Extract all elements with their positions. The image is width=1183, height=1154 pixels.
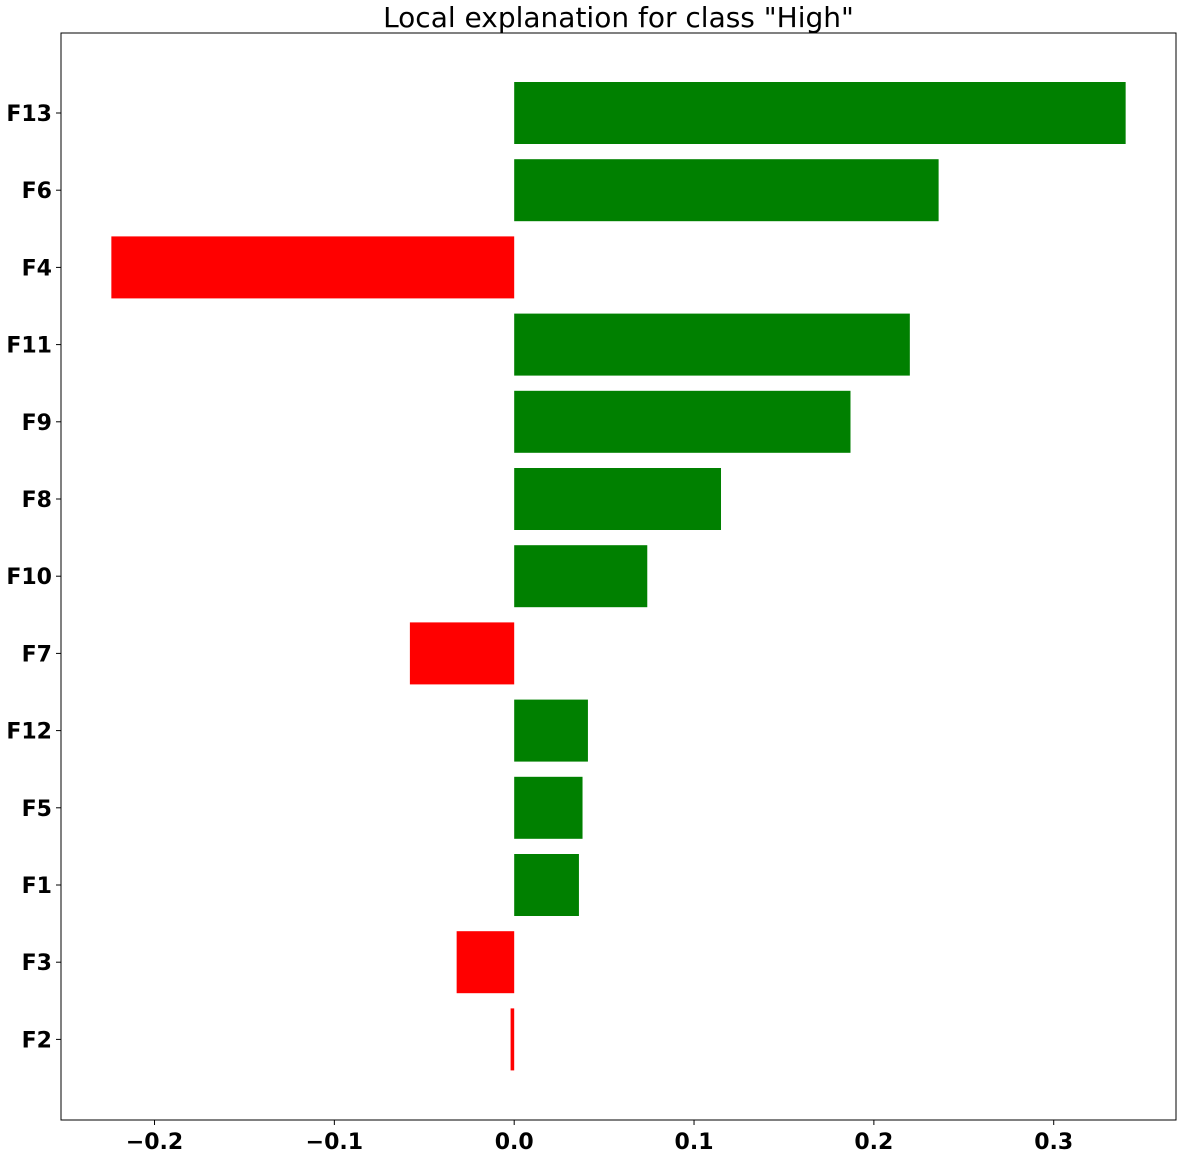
x-tick-label: −0.1 [306,1130,363,1154]
x-tick-label: 0.2 [854,1130,893,1154]
y-tick-label: F6 [22,179,52,204]
y-tick-label: F12 [6,720,52,745]
y-tick-label: F9 [22,411,52,436]
y-tick-label: F7 [22,642,52,667]
y-tick-label: F5 [22,797,52,822]
bar-f11 [514,313,910,376]
bar-f13 [514,82,1126,144]
x-tick-label: 0.1 [675,1130,714,1154]
y-tick-label: F8 [22,488,52,513]
bar-f10 [514,545,648,608]
bar-f5 [514,776,583,839]
y-axis: F13 F6 F4 F11 F9 F8 F10 F7 F12 F5 F1 F3 F2 [6,102,61,1053]
bar-f1 [514,854,579,916]
bars-group [111,82,1126,1071]
bar-f2 [510,1008,515,1071]
y-tick-label: F3 [22,951,52,976]
y-tick-label: F2 [22,1028,52,1053]
x-tick-label: 0.0 [495,1130,534,1154]
y-tick-label: F10 [6,565,52,590]
y-tick-label: F13 [6,102,52,127]
bar-f3 [456,931,515,994]
y-tick-label: F11 [6,334,52,359]
y-tick-label: F4 [22,256,52,281]
y-tick-label: F1 [22,874,52,899]
bar-f6 [514,159,939,222]
bar-f7 [409,622,515,685]
bar-f8 [514,468,722,530]
bar-f12 [514,699,588,762]
x-tick-label: −0.2 [126,1130,183,1154]
x-tick-label: 0.3 [1034,1130,1073,1154]
x-axis: −0.2 −0.1 0.0 0.1 0.2 0.3 [126,1120,1073,1154]
chart-title: Local explanation for class "High" [383,1,854,34]
bar-f9 [514,390,851,453]
bar-f4 [111,236,515,299]
